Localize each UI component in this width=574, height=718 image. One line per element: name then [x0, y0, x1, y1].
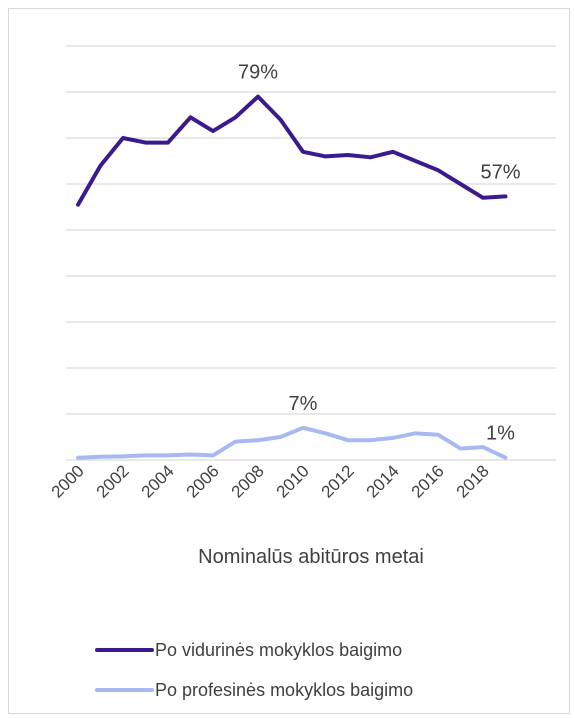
x-tick-label: 2010: [273, 461, 313, 501]
x-tick-label: 2008: [228, 461, 268, 501]
legend-label: Po vidurinės mokyklos baigimo: [155, 640, 402, 660]
data-label: 57%: [480, 161, 520, 183]
legend-label: Po profesinės mokyklos baigimo: [155, 680, 413, 700]
data-label: 1%: [486, 423, 515, 445]
x-tick-label: 2014: [363, 461, 403, 501]
x-tick-label: 2006: [183, 461, 223, 501]
x-tick-labels: 2000 2002 2004 2006 2008 2010 2012 2014 2016 2018: [48, 461, 493, 501]
x-tick-label: 2004: [138, 461, 178, 501]
x-tick-label: 2000: [48, 461, 88, 501]
x-tick-label: 2018: [453, 461, 493, 501]
gridlines: [66, 45, 556, 461]
data-labels: 79% 57% 7% 1%: [238, 62, 521, 445]
x-tick-label: 2012: [318, 461, 358, 501]
series-line-1: [76, 425, 508, 460]
x-axis-label: Nominalūs abitūros metai: [198, 546, 424, 568]
legend: Po vidurinės mokyklos baigimo Po profesin…: [95, 640, 413, 700]
x-tick-label: 2016: [408, 461, 448, 501]
data-label: 7%: [289, 393, 318, 415]
x-tick-label: 2002: [93, 461, 133, 501]
series-lines: [76, 94, 508, 460]
data-label: 79%: [238, 62, 278, 84]
series-line-0: [76, 94, 508, 207]
chart-frame: [8, 8, 570, 714]
